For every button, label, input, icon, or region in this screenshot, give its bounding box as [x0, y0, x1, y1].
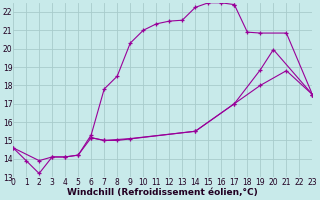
- X-axis label: Windchill (Refroidissement éolien,°C): Windchill (Refroidissement éolien,°C): [68, 188, 258, 197]
